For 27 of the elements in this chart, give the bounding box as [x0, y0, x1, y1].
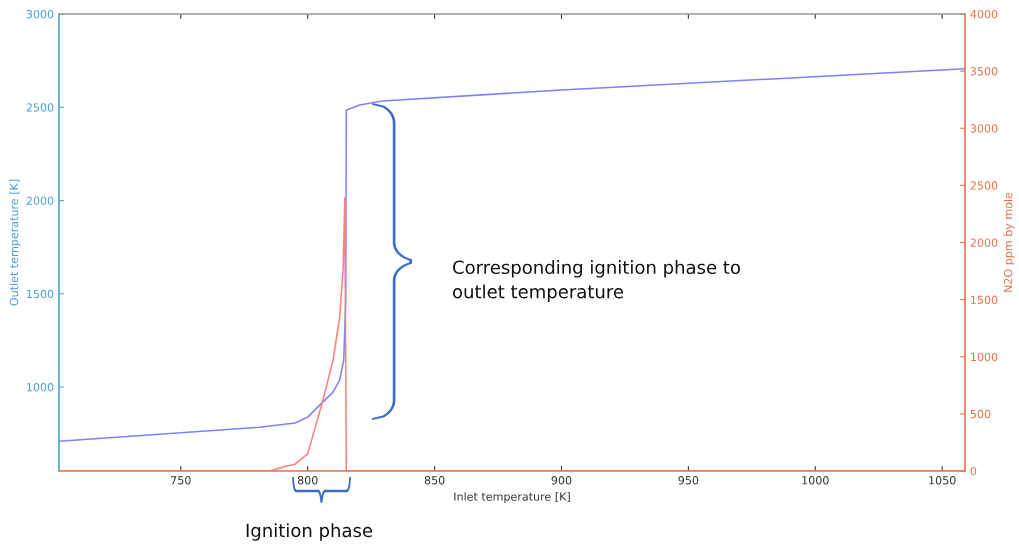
y-tick-label: 2500 [26, 103, 54, 112]
line-series [59, 68, 965, 442]
x-tick-label: 900 [551, 476, 572, 485]
y2-tick-label: 1500 [971, 295, 998, 304]
x-tick-label: 950 [678, 476, 699, 485]
y-tick-label: 1000 [27, 383, 54, 392]
y-tick-label: 3000 [26, 9, 54, 19]
y-axis-title: Outlet temperature [K] [9, 179, 21, 306]
x-tick-label: 1000 [802, 476, 829, 485]
y2-tick-label: 500 [970, 409, 991, 419]
x-tick-label: 750 [171, 476, 191, 485]
y-tick-label: 1500 [27, 289, 54, 299]
y2-tick-label: 1000 [971, 352, 998, 362]
x-tick-label: 850 [424, 476, 445, 485]
y2-tick-label: 2500 [970, 181, 998, 190]
y-tick-label: 2000 [26, 196, 54, 205]
text: Ignition phase [246, 523, 373, 541]
x-axis-title: Inlet temperature [K] [454, 492, 570, 503]
x-tick-label: 800 [297, 476, 318, 485]
x-tick-label: 1050 [929, 476, 956, 485]
y2-tick-label: 3500 [970, 67, 998, 76]
y2-tick-label: 4000 [970, 9, 998, 19]
y2-tick-label: 2000 [970, 238, 998, 247]
annotation: Corresponding ignition phase to outlet temperature [453, 260, 740, 302]
y2-tick-label: 3000 [970, 124, 998, 133]
y2-tick-label: 0 [970, 466, 977, 476]
y2-axis-title: N2O ppm by mole [1003, 192, 1015, 292]
